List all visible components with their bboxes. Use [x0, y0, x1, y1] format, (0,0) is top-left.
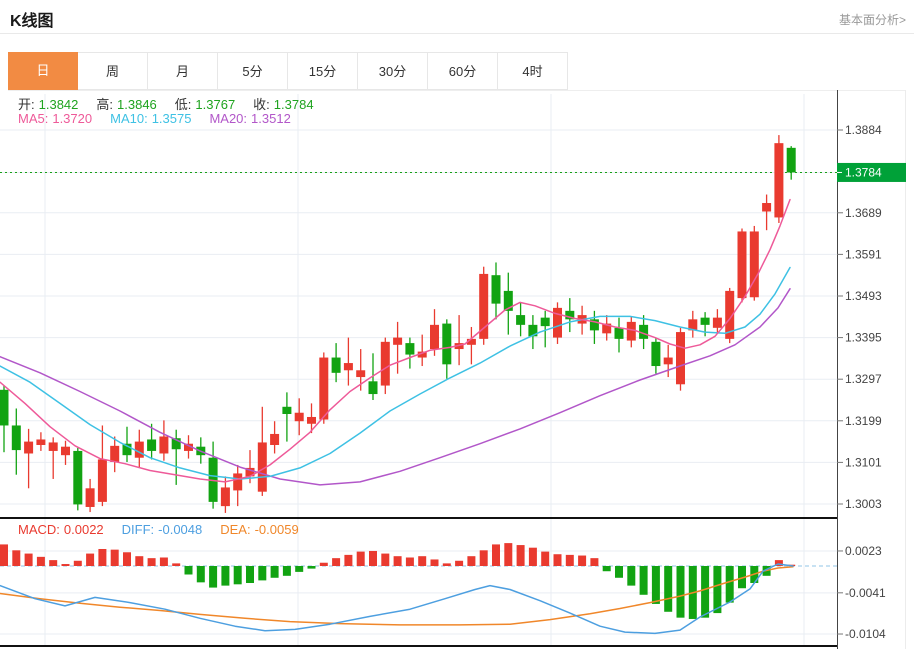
legend-item: MA20: 1.3512 [209, 111, 291, 126]
tab-30分[interactable]: 30分 [358, 52, 428, 90]
svg-text:-0.0041: -0.0041 [845, 586, 886, 600]
legend-item: 收: 1.3784 [253, 97, 314, 112]
tab-4时[interactable]: 4时 [498, 52, 568, 90]
header-divider [0, 33, 914, 34]
legend-item: 高: 1.3846 [96, 97, 157, 112]
ma-legend: MA5: 1.3720 MA10: 1.3575 MA20: 1.3512 [18, 111, 309, 126]
svg-text:1.3689: 1.3689 [845, 206, 882, 220]
svg-text:1.3591: 1.3591 [845, 247, 882, 261]
macd-chart[interactable]: 0.0023 -0.0041 -0.0104 [0, 519, 906, 649]
macd-legend: MACD: 0.0022 DIFF: -0.0048 DEA: -0.0059 [18, 522, 317, 537]
svg-text:1.3199: 1.3199 [845, 414, 882, 428]
svg-text:1.3297: 1.3297 [845, 372, 882, 386]
legend-item: 低: 1.3767 [174, 97, 236, 112]
svg-text:1.3884: 1.3884 [845, 123, 882, 137]
legend-item: MA5: 1.3720 [18, 111, 93, 126]
chart-area: 开: 1.3842 高: 1.3846 低: 1.3767 收: 1.3784 MA5: 1.3… [0, 90, 906, 649]
legend-item: DEA: -0.0059 [220, 522, 299, 537]
tab-月[interactable]: 月 [148, 52, 218, 90]
page-title: K线图 [10, 13, 54, 30]
ohlc-legend: 开: 1.3842 高: 1.3846 低: 1.3767 收: 1.3784 [18, 94, 332, 113]
tab-日[interactable]: 日 [8, 52, 78, 90]
svg-text:1.3003: 1.3003 [845, 497, 882, 511]
legend-item: MA10: 1.3575 [110, 111, 192, 126]
svg-text:1.3493: 1.3493 [845, 289, 882, 303]
svg-text:-0.0104: -0.0104 [845, 627, 886, 641]
legend-item: DIFF: -0.0048 [121, 522, 203, 537]
tab-15分[interactable]: 15分 [288, 52, 358, 90]
svg-text:1.3101: 1.3101 [845, 455, 882, 469]
fundamental-analysis-link[interactable]: 基本面分析> [838, 13, 906, 27]
svg-text:1.3784: 1.3784 [845, 165, 882, 179]
tab-60分[interactable]: 60分 [428, 52, 498, 90]
tab-周[interactable]: 周 [78, 52, 148, 90]
legend-item: 开: 1.3842 [18, 97, 79, 112]
svg-text:0.0023: 0.0023 [845, 544, 882, 558]
candlestick-chart[interactable]: 1.3884 1.3784 1.3689 1.3591 1.3493 1.3395 1.32… [0, 90, 906, 519]
period-tabbar: 日周月 5分 15分 30分 60分 4时 [8, 52, 906, 91]
tab-5分[interactable]: 5分 [218, 52, 288, 90]
legend-item: MACD: 0.0022 [18, 522, 104, 537]
svg-text:1.3395: 1.3395 [845, 331, 882, 345]
